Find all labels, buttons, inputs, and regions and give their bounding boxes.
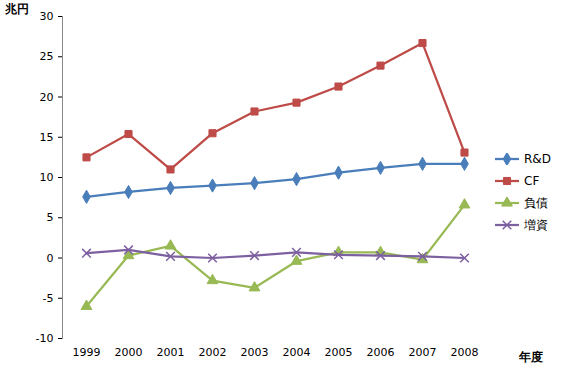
svg-text:兆円: 兆円 — [4, 2, 29, 16]
svg-text:5: 5 — [47, 211, 54, 224]
svg-text:2000: 2000 — [115, 346, 143, 359]
svg-text:2006: 2006 — [367, 346, 395, 359]
svg-text:-10: -10 — [36, 332, 54, 345]
svg-text:2008: 2008 — [451, 346, 479, 359]
svg-text:1999: 1999 — [73, 346, 101, 359]
svg-text:10: 10 — [40, 171, 54, 184]
html-text:負債: 負債 — [524, 195, 548, 210]
svg-text:2002: 2002 — [199, 346, 227, 359]
html-text:CF: CF — [524, 174, 540, 188]
svg-text:30: 30 — [40, 10, 54, 23]
svg-text:2005: 2005 — [325, 346, 353, 359]
svg-text:0: 0 — [47, 252, 54, 265]
svg-text:20: 20 — [40, 91, 54, 104]
svg-text:15: 15 — [40, 131, 54, 144]
svg-text:2003: 2003 — [241, 346, 269, 359]
svg-text:-5: -5 — [43, 292, 54, 305]
svg-text:2001: 2001 — [157, 346, 185, 359]
svg-text:2007: 2007 — [409, 346, 437, 359]
html-text:R&D: R&D — [524, 152, 551, 166]
svg-text:年度: 年度 — [518, 350, 543, 364]
svg-text:2004: 2004 — [283, 346, 311, 359]
html-text:増資: 増資 — [524, 217, 548, 232]
svg-text:25: 25 — [40, 50, 54, 63]
